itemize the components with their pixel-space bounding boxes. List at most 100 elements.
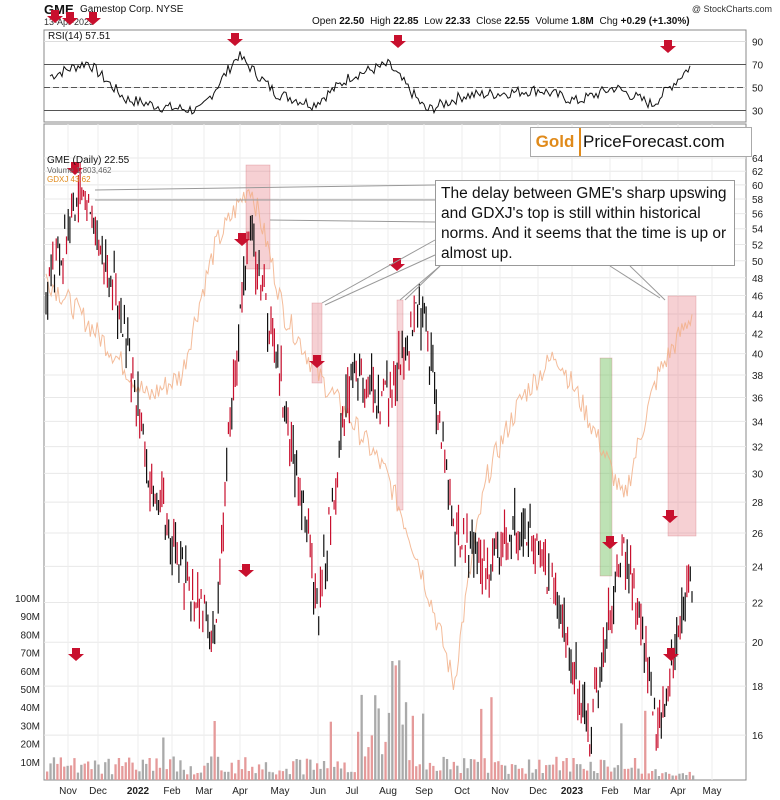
volume-bar xyxy=(206,762,209,780)
volume-bar xyxy=(565,758,568,780)
volume-bar xyxy=(360,694,363,780)
volume-bar xyxy=(610,771,613,780)
x-tick-label: May xyxy=(703,786,722,797)
volume-bar xyxy=(493,762,497,780)
volume-bar xyxy=(637,768,640,780)
brand-rest: PriceForecast.com xyxy=(583,132,725,151)
price-tick-label: 50 xyxy=(752,257,764,268)
volume-bar xyxy=(562,761,565,780)
volume-bar xyxy=(527,759,531,780)
volume-bar xyxy=(394,665,397,780)
volume-bar xyxy=(83,763,86,780)
volume-bar xyxy=(398,660,401,780)
x-tick-label: 2022 xyxy=(127,786,150,797)
volume-bar xyxy=(422,713,425,780)
volume-bar xyxy=(124,762,127,780)
company-name: Gamestop Corp. NYSE xyxy=(80,4,184,15)
volume-value: 1.8M xyxy=(571,16,594,27)
volume-bar xyxy=(295,759,298,780)
price-tick-label: 40 xyxy=(752,350,764,361)
volume-bar xyxy=(575,764,579,780)
volume-tick-label: 70M xyxy=(21,649,40,660)
open-value: 22.50 xyxy=(339,16,365,27)
down-arrow-marker xyxy=(663,648,679,661)
price-tick-label: 30 xyxy=(752,469,764,480)
volume-bar xyxy=(230,762,233,780)
volume-bar xyxy=(476,761,479,780)
volume-bar xyxy=(141,759,144,780)
volume-bar xyxy=(285,768,288,780)
legend-gdxj: GDXJ 43.62 xyxy=(47,175,91,184)
x-tick-label: Aug xyxy=(379,786,397,797)
volume-bar xyxy=(312,769,315,780)
highlight-zone xyxy=(667,295,697,537)
volume-bar xyxy=(97,764,100,780)
volume-bar xyxy=(302,774,305,780)
volume-bar xyxy=(661,773,664,780)
price-tick-label: 34 xyxy=(752,417,764,428)
volume-bar xyxy=(179,760,182,780)
callout-line xyxy=(404,265,441,301)
volume-bar xyxy=(599,759,602,780)
rsi-label: RSI(14) 57.51 xyxy=(48,31,111,42)
volume-bar xyxy=(182,769,185,780)
down-arrow-marker xyxy=(660,40,676,53)
volume-bar xyxy=(651,771,654,780)
volume-bar xyxy=(165,769,168,780)
volume-bar xyxy=(640,773,643,780)
volume-bar xyxy=(374,695,377,780)
down-arrow-marker xyxy=(62,12,78,25)
volume-bar xyxy=(363,756,367,780)
volume-bar xyxy=(128,757,131,780)
price-tick-label: 62 xyxy=(752,167,764,178)
volume-bar xyxy=(93,760,97,780)
volume-bar xyxy=(117,758,121,780)
volume-bar xyxy=(647,773,650,780)
volume-bar xyxy=(339,768,343,780)
volume-bar xyxy=(316,763,319,780)
volume-bar xyxy=(145,763,148,780)
down-arrow-marker xyxy=(238,564,254,577)
down-arrow-marker xyxy=(85,12,101,25)
volume-bar xyxy=(251,766,254,780)
volume-bar xyxy=(278,770,281,780)
volume-bar xyxy=(606,766,609,780)
down-arrow-marker xyxy=(662,510,678,523)
volume-bar xyxy=(346,772,350,780)
volume-bar xyxy=(592,771,596,780)
volume-bar xyxy=(152,770,155,780)
x-tick-label: Apr xyxy=(670,786,686,797)
volume-bar xyxy=(237,759,240,780)
callout-line xyxy=(399,265,441,301)
volume-bar xyxy=(220,770,223,780)
volume-bar xyxy=(186,774,189,780)
volume-bar xyxy=(623,768,626,780)
callout-line xyxy=(324,254,436,306)
volume-bar xyxy=(49,763,52,780)
x-tick-label: Feb xyxy=(163,786,181,797)
volume-bar xyxy=(104,762,107,780)
rsi-tick-label: 70 xyxy=(752,61,764,72)
volume-bar xyxy=(401,724,404,780)
volume-bar xyxy=(381,754,384,780)
x-tick-label: Dec xyxy=(529,786,547,797)
volume-bar xyxy=(589,761,592,780)
volume-bar xyxy=(336,761,339,780)
volume-bar xyxy=(288,774,291,780)
volume-bar xyxy=(367,747,370,780)
volume-bar xyxy=(309,759,312,780)
volume-bar xyxy=(326,768,329,780)
volume-bar xyxy=(613,767,616,780)
volume-bar xyxy=(90,769,93,780)
callout-line xyxy=(94,184,436,191)
copyright: @ StockCharts.com xyxy=(691,4,772,14)
volume-bar xyxy=(654,769,657,780)
volume-bar xyxy=(261,769,264,780)
volume-bar xyxy=(664,772,667,780)
volume-bar xyxy=(507,773,510,780)
annotation-box: The delay between GME's sharp upswing an… xyxy=(435,180,735,266)
volume-bar xyxy=(534,769,538,780)
volume-bar xyxy=(196,773,199,780)
volume-bar xyxy=(322,761,326,780)
volume-bar xyxy=(555,756,558,780)
